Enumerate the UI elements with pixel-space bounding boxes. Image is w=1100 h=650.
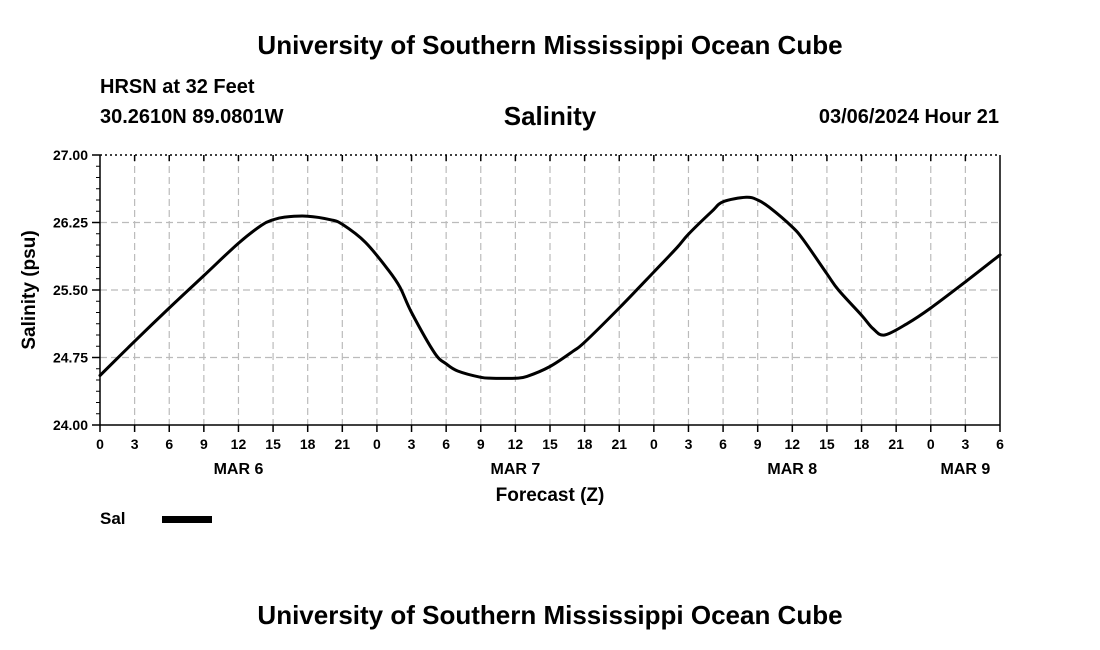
legend-label: Sal <box>100 509 126 528</box>
y-tick-label: 24.75 <box>53 350 88 366</box>
footer-banner: University of Southern Mississippi Ocean… <box>257 600 843 630</box>
x-tick-label: 3 <box>961 436 969 452</box>
x-tick-label: 12 <box>231 436 247 452</box>
x-tick-label: 0 <box>96 436 104 452</box>
legend-line-swatch <box>162 516 212 523</box>
x-day-label: MAR 9 <box>940 461 990 478</box>
x-tick-label: 9 <box>754 436 762 452</box>
forecast-timestamp: 03/06/2024 Hour 21 <box>818 106 999 128</box>
x-tick-label: 9 <box>477 436 485 452</box>
x-day-label: MAR 6 <box>214 461 264 478</box>
y-tick-label: 27.00 <box>53 147 88 163</box>
x-tick-label: 9 <box>200 436 208 452</box>
x-tick-label: 21 <box>611 436 627 452</box>
banner-title: University of Southern Mississippi Ocean… <box>257 30 843 60</box>
x-tick-label: 21 <box>335 436 351 452</box>
x-tick-label: 3 <box>408 436 416 452</box>
y-axis-title: Salinity (psu) <box>19 230 40 349</box>
chart-title: Salinity <box>503 101 597 131</box>
x-tick-label: 15 <box>819 436 835 452</box>
x-tick-label: 21 <box>888 436 904 452</box>
x-tick-label: 0 <box>650 436 658 452</box>
x-day-label: MAR 8 <box>767 461 817 478</box>
station-label: HRSN at 32 Feet <box>100 76 255 98</box>
x-tick-label: 3 <box>685 436 693 452</box>
x-tick-label: 15 <box>265 436 281 452</box>
x-axis-title: Forecast (Z) <box>496 485 605 506</box>
y-tick-label: 26.25 <box>53 215 88 231</box>
x-tick-label: 6 <box>165 436 173 452</box>
series-line-salinity <box>98 195 1002 380</box>
x-tick-label: 0 <box>373 436 381 452</box>
station-coordinates: 30.2610N 89.0801W <box>100 106 284 128</box>
x-tick-label: 12 <box>785 436 801 452</box>
x-tick-label: 18 <box>577 436 593 452</box>
x-tick-label: 18 <box>854 436 870 452</box>
x-tick-label: 15 <box>542 436 558 452</box>
x-day-label: MAR 7 <box>490 461 540 478</box>
x-tick-label: 3 <box>131 436 139 452</box>
x-tick-label: 6 <box>442 436 450 452</box>
x-tick-label: 0 <box>927 436 935 452</box>
x-tick-label: 6 <box>996 436 1004 452</box>
x-tick-label: 18 <box>300 436 316 452</box>
x-tick-label: 12 <box>508 436 524 452</box>
x-tick-label: 6 <box>719 436 727 452</box>
y-tick-label: 24.00 <box>53 417 88 433</box>
y-tick-label: 25.50 <box>53 282 88 298</box>
